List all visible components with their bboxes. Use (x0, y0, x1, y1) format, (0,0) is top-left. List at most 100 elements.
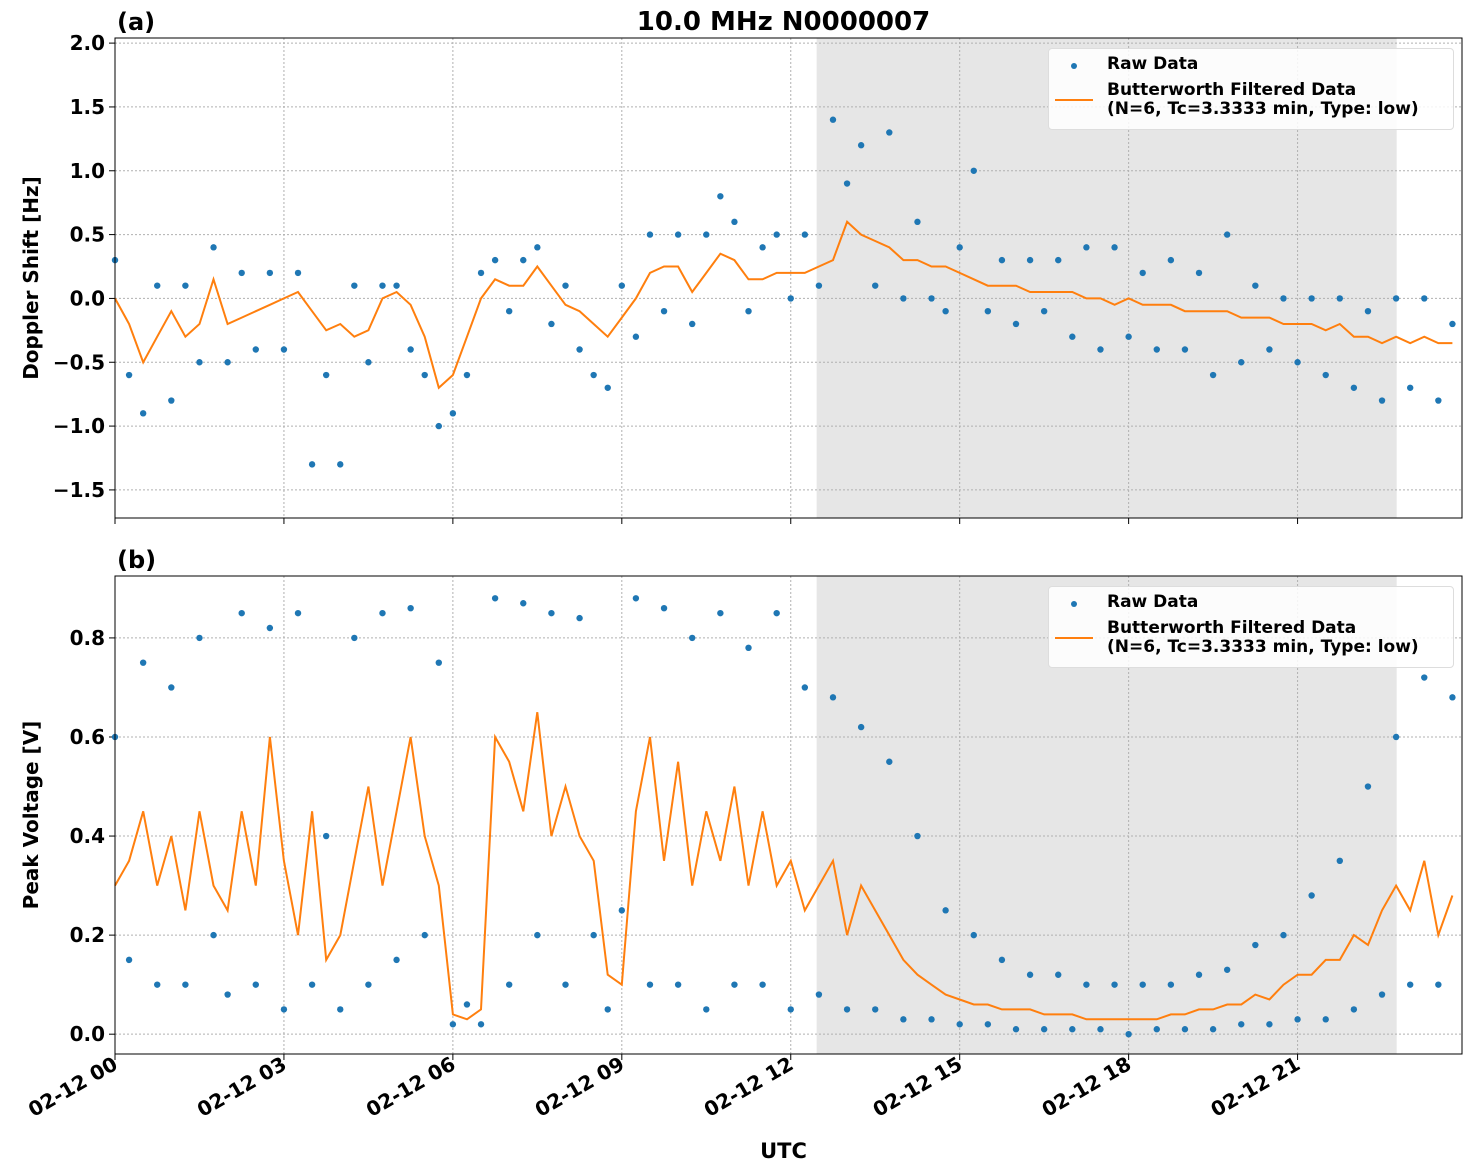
raw-point (1308, 295, 1315, 302)
raw-point (689, 320, 696, 328)
raw-point (1336, 857, 1344, 865)
raw-point (717, 609, 724, 617)
raw-point (872, 1006, 879, 1013)
raw-point (1266, 1021, 1273, 1028)
raw-point (857, 723, 865, 731)
raw-point (801, 684, 809, 691)
raw-point (731, 218, 738, 226)
raw-point (1252, 941, 1259, 949)
raw-point (970, 167, 977, 174)
raw-point (731, 981, 738, 988)
raw-point (745, 307, 752, 315)
y-tick-label: −0.5 (53, 350, 105, 374)
raw-point (886, 758, 893, 765)
raw-point (168, 684, 175, 691)
raw-point (1364, 783, 1372, 790)
raw-point (1055, 256, 1062, 264)
raw-point (463, 371, 471, 379)
raw-point (604, 1006, 611, 1013)
x-axis-label: UTC (760, 1139, 807, 1163)
legend-marker (1071, 601, 1077, 607)
x-tick-label: 02-12 06 (362, 1052, 460, 1122)
raw-point (843, 180, 851, 187)
raw-point (1294, 1016, 1301, 1023)
legend-label: Butterworth Filtered Data (N=6, Tc=3.333… (1107, 80, 1419, 119)
x-tick-label: 02-12 15 (869, 1052, 967, 1122)
raw-point (717, 193, 724, 200)
raw-point (379, 282, 386, 289)
y-axis-label: Doppler Shift [Hz] (19, 176, 43, 380)
raw-point (576, 346, 583, 353)
raw-point (154, 981, 161, 988)
raw-point (125, 371, 133, 379)
legend-marker (1055, 99, 1093, 101)
raw-point (280, 346, 288, 353)
raw-point (787, 295, 794, 302)
y-tick-label: −1.0 (53, 414, 105, 438)
raw-point (1181, 346, 1189, 353)
raw-point (590, 931, 597, 939)
raw-point (1435, 981, 1442, 988)
raw-point (1167, 981, 1175, 988)
y-axis-label: Peak Voltage [V] (19, 721, 43, 910)
raw-point (590, 371, 597, 379)
raw-point (1097, 1026, 1104, 1033)
raw-point (914, 832, 921, 840)
y-tick-label: 1.5 (70, 95, 105, 119)
raw-point (1040, 1026, 1048, 1033)
raw-point (139, 659, 147, 666)
raw-point (224, 991, 231, 998)
raw-point (491, 595, 499, 602)
raw-point (1167, 256, 1175, 264)
raw-point (1139, 269, 1146, 277)
raw-point (787, 1006, 794, 1013)
raw-point (266, 624, 274, 632)
raw-point (224, 359, 231, 366)
raw-point (689, 634, 696, 642)
legend: Raw Data Butterworth Filtered Data (N=6, … (1048, 48, 1454, 130)
raw-point (1421, 295, 1428, 302)
plot-area (111, 595, 1456, 1038)
raw-point (1378, 397, 1386, 404)
raw-point (1139, 981, 1146, 988)
panel-label: (b) (117, 546, 156, 574)
raw-point (1055, 971, 1062, 978)
raw-point (1421, 674, 1428, 681)
chart-title: 10.0 MHz N0000007 (637, 7, 930, 37)
raw-point (520, 600, 527, 607)
raw-point (562, 981, 569, 988)
raw-point (984, 1021, 992, 1028)
raw-point (196, 634, 203, 642)
raw-point (182, 282, 189, 289)
raw-point (337, 1006, 344, 1013)
x-tick-label: 02-12 12 (700, 1052, 798, 1122)
raw-point (1083, 981, 1090, 988)
raw-point (1378, 991, 1386, 998)
raw-point (1125, 333, 1132, 340)
raw-point (1406, 981, 1414, 988)
raw-point (1322, 371, 1329, 379)
raw-point (942, 907, 949, 914)
raw-point (280, 1006, 288, 1013)
raw-point (815, 991, 823, 998)
raw-point (1435, 397, 1442, 404)
raw-point (562, 282, 569, 289)
y-tick-label: −1.5 (53, 478, 105, 502)
x-tick-label: 02-12 00 (24, 1052, 122, 1122)
raw-point (435, 659, 442, 666)
raw-point (449, 410, 457, 417)
raw-point (604, 384, 611, 391)
raw-point (773, 609, 780, 617)
y-tick-label: 0.8 (70, 626, 105, 650)
raw-point (660, 307, 668, 315)
raw-point (1238, 359, 1245, 366)
raw-point (956, 244, 963, 251)
raw-point (1195, 971, 1203, 978)
raw-point (534, 931, 541, 939)
raw-point (154, 282, 161, 289)
raw-point (351, 282, 358, 289)
raw-point (1449, 320, 1456, 328)
raw-point (660, 604, 668, 612)
panel-label: (a) (117, 8, 155, 36)
raw-point (294, 609, 302, 617)
